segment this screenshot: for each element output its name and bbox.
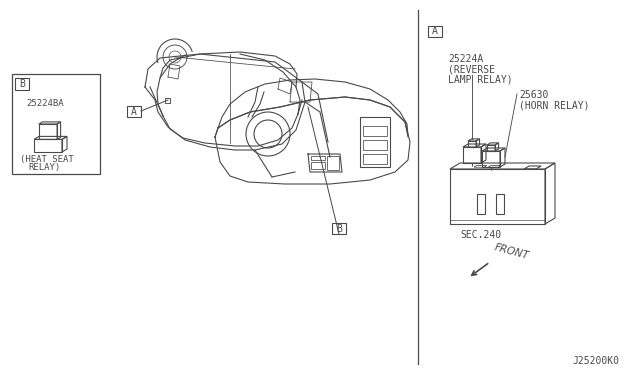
Text: LAMP RELAY): LAMP RELAY) [448, 74, 513, 84]
Bar [360, 117, 390, 167]
Text: FRONT: FRONT [493, 242, 530, 261]
Text: 25630: 25630 [519, 90, 548, 100]
Text: B: B [336, 224, 342, 234]
Bar [15, 78, 29, 90]
Bar [12, 74, 100, 174]
Bar [428, 26, 442, 37]
Bar [311, 156, 325, 160]
Text: 25224A: 25224A [448, 54, 483, 64]
Bar [363, 140, 387, 150]
Bar [165, 98, 170, 103]
Text: A: A [432, 26, 438, 36]
Text: J25200K0: J25200K0 [572, 356, 619, 366]
Text: (REVERSE: (REVERSE [448, 64, 495, 74]
Bar [327, 156, 339, 170]
Bar [363, 154, 387, 164]
Text: (HEAT SEAT: (HEAT SEAT [20, 155, 74, 164]
Text: SEC.240: SEC.240 [460, 230, 501, 240]
Text: B: B [19, 79, 25, 89]
Text: 25224BA: 25224BA [26, 99, 63, 108]
Bar [332, 223, 346, 234]
Bar [363, 126, 387, 136]
Text: A: A [131, 106, 137, 116]
Text: (HORN RELAY): (HORN RELAY) [519, 100, 589, 110]
Text: RELAY): RELAY) [28, 163, 60, 172]
Bar [127, 106, 141, 117]
Bar [311, 162, 325, 169]
